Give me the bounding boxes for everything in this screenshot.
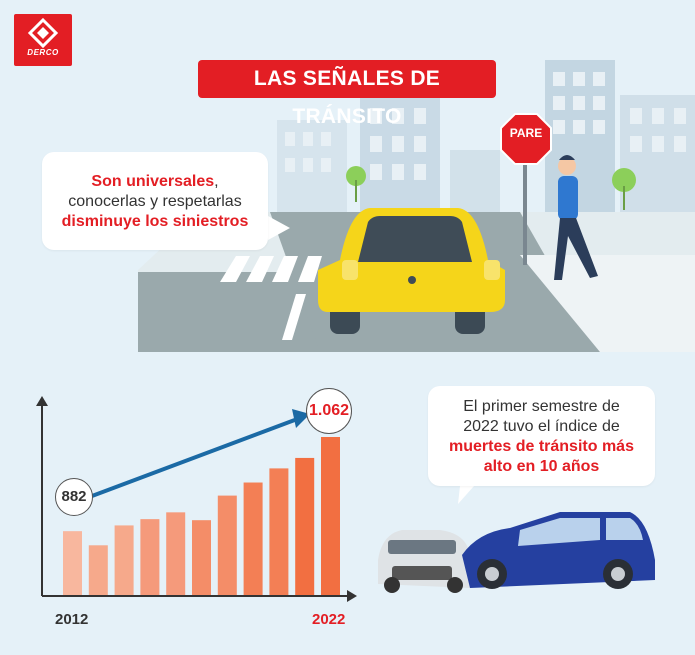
bar-4 (166, 512, 186, 595)
stop-sign-label: PARE (509, 126, 543, 140)
bar-7 (243, 482, 263, 595)
crash-cars-icon (378, 512, 655, 593)
speech-bubble-deaths: El primer semestre de 2022 tuvo el índic… (428, 386, 655, 486)
first-value-label: 882 (55, 478, 93, 516)
city-buildings (277, 60, 695, 220)
bar-6 (217, 495, 237, 595)
sign-pole (523, 155, 527, 265)
bar-8 (269, 468, 289, 595)
speech-bubble-universal: Son universales, conocerlas y respetarla… (42, 152, 268, 250)
bubble2-line-2: 2022 tuvo el índice de (463, 418, 620, 435)
bar-3 (140, 519, 160, 595)
bar-9 (295, 457, 315, 595)
bar-1 (88, 545, 108, 595)
x-axis-arrow-icon (347, 590, 357, 602)
bubble1-tail (268, 216, 290, 240)
page-title: LAS SEÑALES DE TRÁNSITO (198, 60, 496, 128)
stop-sign-icon (500, 113, 552, 165)
bubble2-highlight-1: muertes de tránsito más (449, 438, 634, 455)
bubble1-highlight-1: Son universales (91, 173, 215, 190)
trend-arrow (91, 416, 301, 498)
pedestrian-icon (554, 155, 598, 280)
last-value-label: 1.062 (306, 388, 352, 434)
y-axis-arrow-icon (36, 396, 48, 406)
bar-2 (114, 525, 134, 595)
bubble2-tail (458, 486, 474, 504)
logo-text: DERCO (27, 48, 59, 57)
bar-0 (63, 531, 82, 595)
x-tick-label-first: 2012 (55, 611, 89, 628)
bar-10 (321, 437, 340, 595)
bubble1-highlight-2: disminuye los siniestros (61, 213, 249, 230)
bubble1-line-2: conocerlas y respetarlas (68, 193, 242, 210)
derco-logo: DERCO (14, 14, 72, 66)
bar-5 (192, 520, 211, 595)
bubble1-comma: , (214, 173, 219, 190)
bubble2-highlight-2: alto en 10 años (483, 458, 600, 475)
bubble2-line-1: El primer semestre de (463, 398, 620, 415)
x-tick-label-last: 2022 (312, 611, 346, 628)
logo-mark-icon (27, 17, 59, 49)
trend-arrow-head-icon (292, 409, 310, 428)
yellow-car-icon (318, 208, 505, 334)
